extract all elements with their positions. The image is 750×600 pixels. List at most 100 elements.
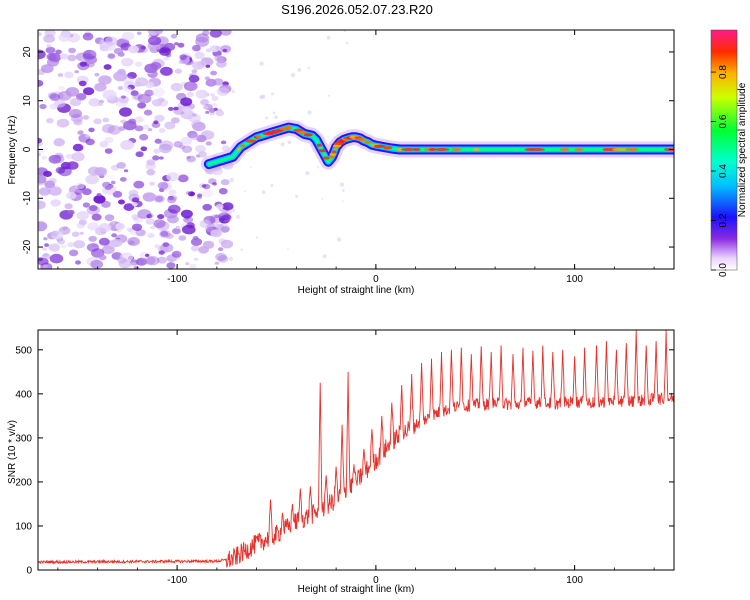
- noise-blob: [58, 86, 65, 91]
- noise-blob: [103, 64, 112, 70]
- noise-speck: [287, 248, 289, 250]
- noise-blob: [50, 199, 61, 207]
- noise-blob: [120, 140, 134, 150]
- noise-blob: [211, 95, 219, 101]
- noise-blob: [219, 217, 225, 222]
- noise-blob: [94, 82, 107, 92]
- ridge-hotspot: [413, 148, 421, 151]
- noise-blob: [104, 214, 115, 222]
- noise-blob: [38, 49, 46, 60]
- noise-speck: [322, 254, 327, 259]
- noise-blob: [119, 107, 132, 117]
- noise-blob: [121, 95, 126, 99]
- y-tick-label: -20: [22, 239, 33, 254]
- noise-blob: [108, 239, 120, 248]
- noise-blob: [205, 110, 210, 114]
- noise-speck: [229, 177, 234, 183]
- noise-speck: [321, 197, 324, 200]
- noise-blob: [177, 174, 189, 183]
- noise-blob: [49, 253, 64, 264]
- noise-blob: [121, 57, 134, 67]
- noise-blob: [38, 200, 46, 210]
- noise-blob: [196, 193, 203, 198]
- noise-blob: [201, 189, 214, 198]
- noise-blob: [86, 205, 100, 215]
- noise-speck: [261, 190, 266, 195]
- noise-blob: [127, 237, 140, 246]
- noise-blob: [152, 155, 160, 161]
- noise-blob: [182, 224, 196, 235]
- noise-blob: [195, 36, 210, 47]
- noise-blob: [192, 121, 206, 132]
- noise-blob: [217, 255, 228, 263]
- noise-blob: [93, 194, 106, 204]
- noise-blob: [189, 263, 197, 269]
- noise-blob: [44, 30, 56, 37]
- noise-speck: [326, 35, 331, 40]
- noise-blob: [154, 114, 165, 122]
- noise-blob: [215, 252, 227, 262]
- noise-blob: [143, 256, 156, 265]
- noise-blob: [134, 81, 142, 87]
- noise-blob: [71, 152, 85, 162]
- chart-title: S196.2026.052.07.23.R20: [281, 2, 433, 17]
- ridge-hotspot: [316, 143, 322, 147]
- noise-blob: [168, 189, 177, 196]
- noise-blob: [123, 203, 135, 211]
- noise-speck: [342, 200, 344, 203]
- ridge-hotspot: [284, 126, 292, 130]
- x-tick-label: 0: [373, 575, 379, 586]
- x-tick-label: -100: [167, 575, 187, 586]
- noise-blob: [110, 180, 116, 185]
- noise-blob: [146, 214, 153, 219]
- noise-blob: [38, 32, 42, 37]
- noise-blob: [93, 118, 102, 125]
- noise-blob: [220, 179, 230, 186]
- ridge-hotspot: [663, 148, 674, 151]
- ridge-hotspot: [397, 147, 403, 152]
- noise-blob: [209, 93, 215, 97]
- noise-blob: [137, 93, 152, 104]
- colorbar-tick-label: 0.4: [718, 164, 729, 178]
- noise-speck: [231, 208, 235, 212]
- noise-blob: [160, 230, 169, 237]
- noise-blob: [79, 231, 84, 235]
- noise-blob: [56, 118, 70, 128]
- colorbar-tick-label: 0.6: [718, 114, 729, 128]
- spectrogram-x-label: Height of straight line (km): [298, 285, 415, 296]
- noise-blob: [88, 235, 97, 242]
- noise-speck: [327, 94, 330, 97]
- noise-blob: [47, 92, 57, 99]
- noise-blob: [146, 256, 160, 266]
- noise-blob: [148, 36, 162, 46]
- noise-blob: [181, 136, 193, 145]
- noise-blob: [140, 146, 148, 152]
- ridge-hotspot: [559, 148, 570, 151]
- noise-blob: [42, 264, 48, 268]
- noise-blob: [158, 250, 165, 255]
- noise-blob: [69, 108, 82, 119]
- noise-blob: [132, 197, 140, 203]
- noise-blob: [209, 108, 216, 113]
- noise-blob: [58, 166, 72, 177]
- signal-ridge: [200, 119, 674, 173]
- noise-blob: [186, 156, 191, 160]
- noise-blob: [158, 143, 172, 154]
- noise-blob: [77, 130, 84, 135]
- noise-speck: [243, 190, 246, 193]
- noise-speck: [255, 236, 258, 239]
- ridge-hotspot: [236, 147, 241, 152]
- ridge-hotspot: [624, 148, 640, 151]
- noise-blob: [159, 156, 164, 160]
- y-tick-label: 0: [22, 146, 33, 152]
- noise-blob: [136, 257, 148, 266]
- noise-blob: [215, 203, 224, 210]
- noise-blob: [39, 103, 47, 110]
- noise-blob: [102, 89, 117, 100]
- noise-blob: [180, 97, 193, 106]
- noise-blob: [46, 44, 52, 48]
- noise-blob: [126, 227, 133, 232]
- ridge-hotspot: [318, 149, 327, 153]
- colorbar-ticks: 0.0 0.2 0.4 0.6 0.8: [711, 65, 729, 277]
- noise-blob: [185, 191, 191, 195]
